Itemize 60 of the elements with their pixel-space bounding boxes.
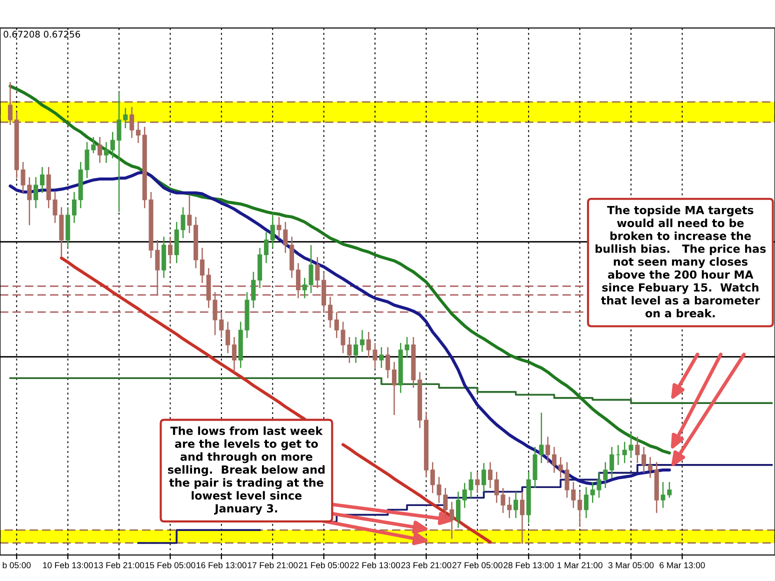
candlestick — [642, 446, 646, 474]
x-tick-label: 1 Mar 21:00 — [557, 562, 602, 568]
candlestick — [475, 471, 480, 494]
candlestick — [264, 232, 268, 264]
candlestick — [130, 106, 134, 139]
candlestick — [552, 446, 556, 474]
x-tick-label: 22 Feb 13:00 — [350, 562, 400, 568]
x-tick-label: 6 Mar 13:00 — [660, 562, 705, 568]
candlestick — [514, 491, 518, 519]
candlestick — [270, 212, 275, 248]
candlestick — [40, 166, 45, 194]
x-tick-label: 16 Feb 13:00 — [196, 562, 246, 568]
candlestick — [546, 436, 550, 464]
annotation: The lows from last week are the levels to get to and through on more selling. Break below and the pair is trading at the lowest level since January 3. — [168, 426, 325, 515]
text: 0.67208 0.67256 — [4, 30, 80, 38]
x-tick-label: 21 Feb 05:00 — [298, 562, 349, 568]
text: The topside MA targets would all need to be broken to increase the bullish bias. The price has not seen many closes above the 200 hour MA since Febuary 15. Watch that level as a barometer on a break. — [596, 206, 766, 318]
candlestick — [392, 361, 396, 416]
x-tick-label: 13 Feb 21:00 — [94, 562, 144, 568]
candlestick — [372, 342, 378, 369]
x-tick-label: 15 Feb 05:00 — [146, 562, 196, 568]
x-tick-label: 23 Feb 21:00 — [401, 562, 452, 568]
candlestick — [456, 491, 460, 528]
candlestick — [180, 206, 186, 239]
candlestick — [110, 131, 115, 159]
candlestick — [430, 462, 435, 494]
candlestick — [648, 456, 652, 478]
candlestick — [520, 491, 524, 545]
x-tick-label: 27 Feb 05:00 — [452, 562, 502, 568]
candlestick — [404, 336, 410, 358]
candlestick — [488, 462, 492, 489]
candlestick — [584, 486, 588, 519]
x-tick-label: 3 Mar 05:00 — [608, 562, 654, 568]
candlestick — [34, 176, 38, 209]
candlestick — [302, 277, 307, 299]
candlestick — [610, 446, 614, 478]
candlestick — [360, 329, 364, 352]
candlestick — [72, 191, 77, 224]
candlestick — [578, 491, 582, 528]
candlestick — [232, 336, 236, 373]
candlestick — [187, 194, 192, 234]
candlestick — [226, 321, 230, 354]
candlestick — [354, 336, 358, 364]
candlestick — [168, 236, 172, 264]
candlestick — [366, 331, 371, 358]
candlestick — [200, 247, 204, 284]
candlestick — [635, 436, 640, 464]
x-tick-label: 17 Feb 21:00 — [248, 562, 298, 568]
candlestick — [104, 141, 109, 164]
x-tick-label: b 05:00 — [2, 562, 31, 568]
candlestick — [308, 244, 314, 294]
candlestick — [8, 81, 13, 126]
candlestick — [450, 501, 454, 540]
candlestick — [98, 136, 102, 164]
candlestick — [136, 122, 141, 144]
candlestick — [482, 462, 486, 492]
candlestick — [379, 346, 384, 369]
x-tick-label: 28 Feb 13:00 — [504, 562, 554, 568]
x-tick-label: 10 Feb 13:00 — [43, 562, 93, 568]
candlestick — [386, 346, 390, 379]
